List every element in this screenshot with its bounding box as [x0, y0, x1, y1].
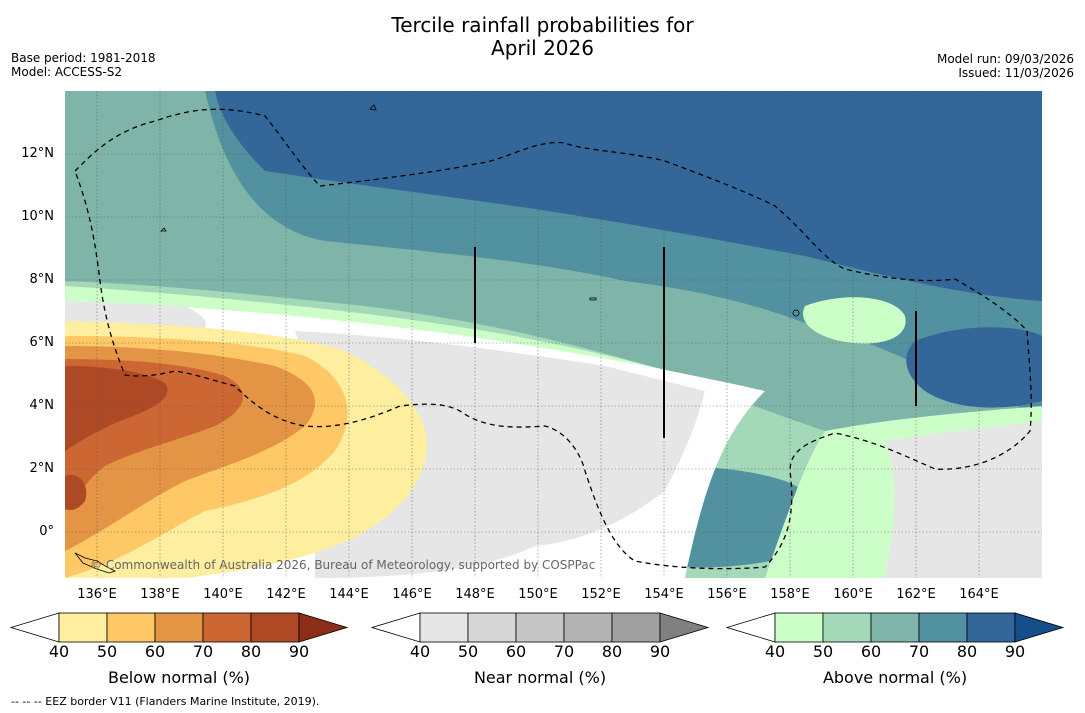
- below-90-region: [65, 366, 168, 451]
- lat-label-8n: 8°N: [29, 272, 55, 287]
- lon-label-142e: 142°E: [266, 587, 306, 602]
- eez-footnote: -- -- -- EEZ border V11 (Flanders Marine…: [11, 695, 320, 708]
- model-run-text: Model run: 09/03/2026: [936, 52, 1074, 66]
- near-cb-segment-4: [563, 612, 613, 643]
- near-normal-label: Near normal (%): [473, 668, 607, 687]
- lon-label-154e: 154°E: [644, 587, 684, 602]
- lat-label-4n: 4°N: [29, 398, 55, 413]
- below-cb-lower-extension: [9, 612, 60, 643]
- lon-label-150e: 150°E: [518, 587, 558, 602]
- title-line-1: Tercile rainfall probabilities for: [391, 13, 694, 37]
- near-tick-80: 80: [601, 642, 623, 661]
- colorbar-near: [370, 612, 710, 643]
- graticule: [65, 91, 1042, 578]
- above-cb-segment-2: [822, 612, 872, 643]
- above-80-region-b: [215, 91, 1042, 301]
- below-tick-80: 80: [240, 642, 262, 661]
- meta-right: Model run: 09/03/2026 Issued: 11/03/2026: [937, 52, 1074, 80]
- above-80-region-c: [906, 327, 1042, 408]
- above-tick-70: 70: [908, 642, 930, 661]
- eez-border: [74, 108, 1032, 570]
- below-cb-segment-5: [250, 612, 300, 643]
- meta-left: Base period: 1981-2018 Model: ACCESS-S2: [11, 51, 156, 79]
- below-tick-90: 90: [288, 642, 310, 661]
- below-cb-segment-1: [58, 612, 108, 643]
- map-svg: [65, 91, 1042, 578]
- below-tick-40: 40: [48, 642, 70, 661]
- lon-label-146e: 146°E: [392, 587, 432, 602]
- below-normal-label: Below normal (%): [107, 668, 251, 687]
- copyright-notice: © Commonwealth of Australia 2026, Bureau…: [90, 558, 596, 572]
- near-cb-segment-2: [467, 612, 517, 643]
- lon-label-164e: 164°E: [959, 587, 999, 602]
- below-tick-70: 70: [192, 642, 214, 661]
- lon-label-160e: 160°E: [833, 587, 873, 602]
- lat-label-6n: 6°N: [29, 335, 55, 350]
- near-tick-60: 60: [505, 642, 527, 661]
- lon-label-152e: 152°E: [581, 587, 621, 602]
- near-cb-upper-extension: [659, 612, 710, 643]
- below-tick-60: 60: [144, 642, 166, 661]
- above-tick-90: 90: [1004, 642, 1026, 661]
- near-cb-lower-extension: [370, 612, 421, 643]
- map-panel: [65, 91, 1042, 578]
- near-cb-segment-1: [419, 612, 469, 643]
- near-cb-segment-5: [611, 612, 661, 643]
- colorbar-below: [9, 612, 349, 643]
- above-normal-label: Above normal (%): [822, 668, 968, 687]
- chart-title: Tercile rainfall probabilities for April…: [0, 14, 1085, 60]
- near-tick-70: 70: [553, 642, 575, 661]
- model-text: Model: ACCESS-S2: [11, 65, 123, 79]
- above-cb-upper-extension: [1014, 612, 1065, 643]
- lon-label-162e: 162°E: [896, 587, 936, 602]
- above-cb-segment-4: [918, 612, 968, 643]
- above-50-patch: [803, 297, 906, 344]
- above-cb-segment-3: [870, 612, 920, 643]
- lon-label-138e: 138°E: [140, 587, 180, 602]
- near-40-east: [885, 421, 1042, 578]
- lon-label-140e: 140°E: [203, 587, 243, 602]
- above-cb-lower-extension: [725, 612, 776, 643]
- lat-label-0: 0°: [39, 524, 54, 539]
- lon-label-148e: 148°E: [455, 587, 495, 602]
- lon-label-136e: 136°E: [77, 587, 117, 602]
- near-tick-90: 90: [649, 642, 671, 661]
- above-tick-40: 40: [764, 642, 786, 661]
- colorbar-above: [725, 612, 1065, 643]
- islands: [74, 104, 800, 574]
- below-cb-segment-2: [106, 612, 156, 643]
- above-tick-50: 50: [812, 642, 834, 661]
- lon-label-156e: 156°E: [707, 587, 747, 602]
- issued-text: Issued: 11/03/2026: [958, 66, 1074, 80]
- above-tick-60: 60: [860, 642, 882, 661]
- above-cb-segment-1: [774, 612, 824, 643]
- colorbars-svg: [9, 612, 1065, 643]
- below-cb-upper-extension: [298, 612, 349, 643]
- lon-label-158e: 158°E: [770, 587, 810, 602]
- near-tick-50: 50: [457, 642, 479, 661]
- near-tick-40: 40: [409, 642, 431, 661]
- below-90-patch: [65, 475, 87, 511]
- near-cb-segment-3: [515, 612, 565, 643]
- base-period-text: Base period: 1981-2018: [11, 51, 156, 65]
- title-line-2: April 2026: [491, 36, 594, 60]
- lat-label-12n: 12°N: [21, 146, 54, 161]
- above-cb-segment-5: [966, 612, 1016, 643]
- below-tick-50: 50: [96, 642, 118, 661]
- lat-label-10n: 10°N: [21, 209, 54, 224]
- below-cb-segment-4: [202, 612, 252, 643]
- below-cb-segment-3: [154, 612, 204, 643]
- lon-label-144e: 144°E: [329, 587, 369, 602]
- lat-label-2n: 2°N: [29, 461, 55, 476]
- above-tick-80: 80: [956, 642, 978, 661]
